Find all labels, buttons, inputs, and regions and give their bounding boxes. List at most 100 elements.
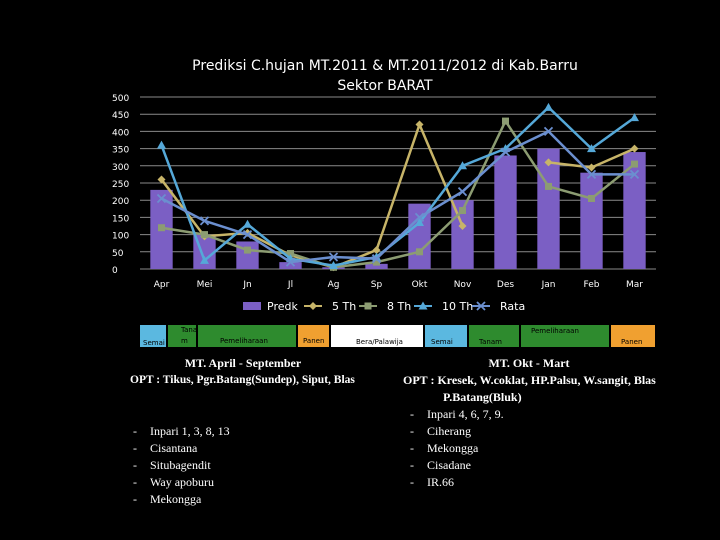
- data-point: [630, 113, 639, 122]
- list-item: Situbagendit: [128, 457, 384, 474]
- x-tick-label: Jan: [541, 280, 556, 290]
- y-tick-label: 450: [112, 111, 129, 121]
- calendar-label: Semai: [143, 339, 165, 347]
- bar: [494, 155, 517, 269]
- data-point: [373, 258, 380, 266]
- series-line: [161, 118, 636, 269]
- x-tick-label: Feb: [584, 280, 600, 290]
- left-variety-list: Inpari 1, 3, 8, 13 Cisantana Situbagendi…: [128, 423, 384, 508]
- data-point: [200, 255, 209, 264]
- calendar-segment-pemeliharaan-1: Pemeliharaan: [197, 324, 297, 348]
- y-tick-label: 300: [112, 163, 129, 173]
- list-item: Cisantana: [128, 440, 384, 457]
- y-tick-label: 200: [112, 197, 129, 207]
- calendar-label: Pemeliharaan: [220, 337, 268, 345]
- right-panel-opt-extra: P.Batang(Bluk): [443, 390, 522, 404]
- y-tick-label: 400: [112, 128, 129, 138]
- left-panel: MT. April - September OPT : Tikus, Pgr.B…: [122, 355, 384, 508]
- bar: [236, 241, 259, 269]
- right-variety-list: Inpari 4, 6, 7, 9. Ciherang Mekongga Cis…: [405, 406, 683, 491]
- chart-title-line-1: Prediksi C.hujan MT.2011 & MT.2011/2012 …: [192, 58, 578, 74]
- planting-calendar: Semai Tana m Pemeliharaan Panen Bera/Pal…: [139, 324, 656, 348]
- data-point: [457, 186, 468, 197]
- bar: [623, 152, 646, 269]
- chart-title-line-2: Sektor BARAT: [337, 78, 433, 94]
- data-point: [309, 302, 317, 310]
- data-point: [414, 212, 425, 223]
- y-tick-label: 150: [112, 214, 129, 224]
- list-item: Way apoburu: [128, 474, 384, 491]
- bar: [580, 172, 603, 269]
- data-point: [371, 254, 382, 264]
- series-line: [160, 129, 635, 264]
- data-point: [476, 301, 486, 311]
- calendar-label: Panen: [303, 337, 325, 345]
- left-panel-opt: OPT : Tikus, Pgr.Batang(Sundep), Siput, …: [130, 374, 355, 386]
- x-tick-label: Mei: [197, 280, 213, 290]
- data-point: [157, 175, 166, 184]
- data-point: [459, 207, 466, 215]
- data-point: [630, 144, 639, 153]
- x-tick-label: Nov: [454, 280, 472, 290]
- data-point: [201, 231, 208, 239]
- data-point: [502, 117, 509, 125]
- data-point: [500, 147, 511, 157]
- calendar-label: Tanam: [479, 338, 502, 346]
- data-point: [416, 248, 423, 256]
- y-tick-label: 250: [112, 180, 129, 190]
- x-tick-label: Jn: [242, 280, 251, 290]
- list-item: Inpari 1, 3, 8, 13: [128, 423, 384, 440]
- x-tick-label: Okt: [412, 280, 428, 290]
- data-point: [242, 229, 253, 240]
- data-point: [364, 302, 372, 310]
- right-panel-heading: MT. Okt - Mart: [488, 356, 570, 370]
- list-item: Ciherang: [405, 423, 683, 440]
- data-point: [458, 161, 467, 170]
- x-tick-label: Mar: [626, 280, 643, 290]
- calendar-segment-panen-1: Panen: [297, 324, 330, 348]
- x-tick-label: Sp: [371, 280, 383, 290]
- legend-label: 5 Th: [332, 300, 356, 313]
- rainfall-chart: 0 50 100 150 200 250 300 350 400 450 500 Apr Mei Jn Jl…: [112, 94, 656, 313]
- y-tick-label: 50: [112, 249, 124, 259]
- data-point: [372, 246, 381, 255]
- data-point: [544, 102, 553, 111]
- legend-swatch: [243, 302, 261, 310]
- data-point: [587, 144, 596, 153]
- data-point: [158, 224, 165, 232]
- data-point: [157, 140, 166, 149]
- calendar-label: Semai: [431, 338, 453, 346]
- data-point: [243, 219, 252, 228]
- calendar-label: Bera/Palawija: [356, 338, 403, 346]
- calendar-label: m: [181, 337, 188, 345]
- data-point: [587, 163, 596, 172]
- data-point: [586, 169, 597, 180]
- legend-label: Rata: [500, 300, 525, 313]
- data-point: [329, 261, 338, 270]
- data-point: [544, 158, 553, 167]
- legend-label: 8 Th: [387, 300, 411, 313]
- data-point: [545, 182, 552, 190]
- y-tick-label: 0: [112, 266, 118, 276]
- data-point: [244, 246, 251, 254]
- calendar-label: Tana: [181, 326, 197, 334]
- legend-label: 10 Th: [442, 300, 473, 313]
- bar: [365, 263, 388, 269]
- calendar-segment-semai-1: Semai: [139, 324, 167, 348]
- legend-label: Predk: [267, 300, 298, 313]
- calendar-segment-tanam-1: Tana m: [167, 324, 197, 348]
- data-point: [199, 216, 210, 226]
- x-tick-label: Apr: [154, 280, 170, 290]
- bar: [279, 262, 302, 269]
- data-point: [588, 194, 595, 202]
- list-item: IR.66: [405, 474, 683, 491]
- calendar-segment-pemeliharaan-2: Pemeliharaan: [520, 324, 610, 348]
- data-point: [629, 169, 640, 180]
- list-item: Mekongga: [128, 491, 384, 508]
- calendar-segment-semai-2: Semai: [424, 324, 468, 348]
- x-tick-label: Des: [497, 280, 514, 290]
- calendar-label: Pemeliharaan: [531, 327, 579, 335]
- data-point: [458, 222, 467, 230]
- y-tick-label: 350: [112, 146, 129, 156]
- list-item: Inpari 4, 6, 7, 9.: [405, 406, 683, 423]
